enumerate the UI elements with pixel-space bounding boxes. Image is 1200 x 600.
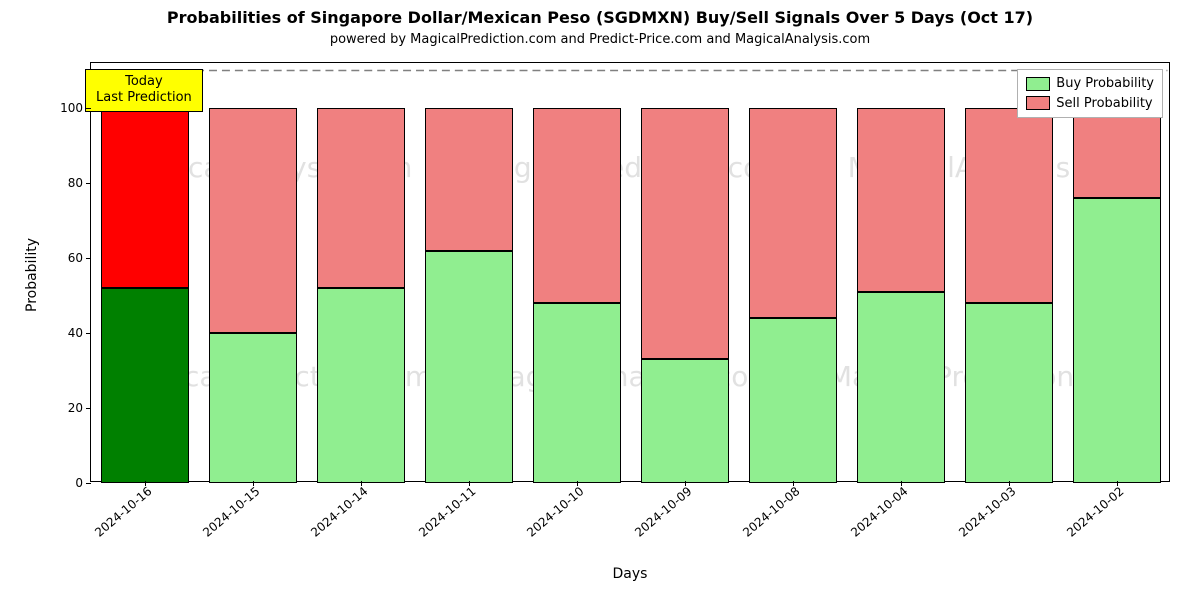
x-tick-label: 2024-10-15: [254, 484, 263, 495]
x-tick-label: 2024-10-04: [902, 484, 911, 495]
y-tick-mark: [86, 483, 91, 484]
x-tick-label: 2024-10-11: [470, 484, 479, 495]
legend-label: Sell Probability: [1056, 94, 1152, 114]
legend-swatch: [1026, 96, 1050, 110]
x-tick-mark: [577, 481, 578, 486]
chart-title: Probabilities of Singapore Dollar/Mexica…: [0, 8, 1200, 27]
x-tick-label: 2024-10-08: [794, 484, 803, 495]
annotation-line: Last Prediction: [96, 90, 192, 107]
x-tick-mark: [1117, 481, 1118, 486]
legend: Buy ProbabilitySell Probability: [1017, 69, 1163, 118]
x-tick-mark: [145, 481, 146, 486]
x-tick-label: 2024-10-02: [1118, 484, 1127, 495]
x-tick-mark: [685, 481, 686, 486]
x-tick-mark: [901, 481, 902, 486]
x-tick-label: 2024-10-09: [686, 484, 695, 495]
x-tick-label: 2024-10-14: [362, 484, 371, 495]
x-axis-label: Days: [90, 566, 1170, 582]
x-tick-mark: [469, 481, 470, 486]
x-tick-mark: [1009, 481, 1010, 486]
x-tick-label: 2024-10-03: [1010, 484, 1019, 495]
annotation-line: Today: [96, 74, 192, 91]
x-tick-label: 2024-10-16: [146, 484, 155, 495]
y-tick-mark: [86, 258, 91, 259]
plot-area: MagicalAnalysis.comMagicalPrediction.com…: [90, 62, 1170, 482]
x-tick-mark: [793, 481, 794, 486]
y-axis-label: Probability: [24, 238, 40, 312]
x-tick-mark: [361, 481, 362, 486]
chart-subtitle: powered by MagicalPrediction.com and Pre…: [0, 32, 1200, 47]
reference-line: [91, 63, 1169, 481]
y-tick-mark: [86, 183, 91, 184]
legend-item: Buy Probability: [1026, 74, 1154, 94]
today-annotation: TodayLast Prediction: [85, 69, 203, 113]
y-tick-mark: [86, 408, 91, 409]
y-tick-mark: [86, 108, 91, 109]
legend-item: Sell Probability: [1026, 94, 1154, 114]
legend-swatch: [1026, 77, 1050, 91]
legend-label: Buy Probability: [1056, 74, 1154, 94]
y-tick-mark: [86, 333, 91, 334]
x-tick-mark: [253, 481, 254, 486]
x-tick-label: 2024-10-10: [578, 484, 587, 495]
